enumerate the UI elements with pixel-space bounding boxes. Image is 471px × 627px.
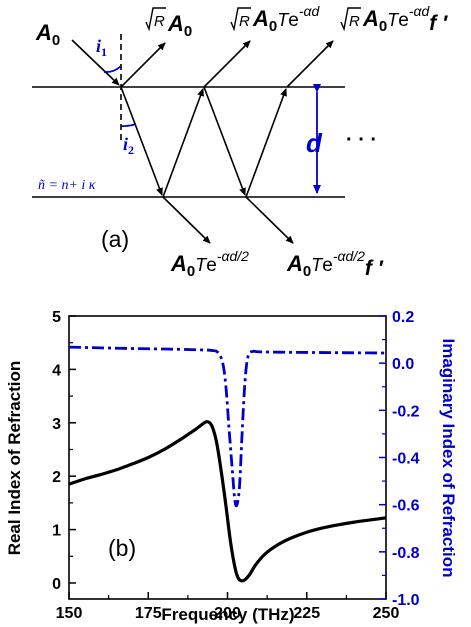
top-exit-ray-1 (203, 40, 251, 88)
y-right-tick-label: 0.0 (392, 356, 414, 373)
angle-arc-i1 (103, 65, 122, 73)
svg-text:A0Te-αdf ′: A0Te-αdf ′ (362, 3, 448, 35)
label-thickness: d (306, 128, 323, 158)
x-tick-label: 225 (293, 605, 320, 622)
bottom-exit-ray-2 (245, 196, 294, 244)
label-reflected: R A0 (145, 7, 192, 40)
y-axis-left-label: Real Index of Refraction (5, 361, 24, 556)
svg-text:R: R (239, 13, 250, 30)
label-angle-i2: i2 (123, 134, 134, 157)
label-ellipsis: · · · (346, 129, 377, 151)
y-left-tick-label: 0 (52, 576, 61, 593)
x-tick-label: 150 (56, 605, 83, 622)
internal-ray-2 (162, 88, 204, 198)
internal-ray-4 (245, 88, 287, 198)
series-real-index-line (68, 420, 387, 583)
x-tick-label: 250 (373, 605, 400, 622)
y-axis-left-ticks: 0 1 2 3 4 5 (52, 309, 76, 593)
internal-ray-1 (120, 86, 163, 196)
panel-b-label: (b) (108, 535, 136, 561)
x-axis-ticks: 150 175 200 225 250 (56, 592, 400, 622)
y-right-tick-label: -0.2 (392, 403, 420, 420)
series-layer (68, 345, 387, 583)
label-incident: A0 (35, 20, 60, 49)
svg-text:A0: A0 (167, 11, 192, 40)
panel-a-diagram: A0 i1 i2 R A0 R A0Te-αd R A0Te-αdf ′ A0T… (32, 3, 448, 280)
y-left-tick-label: 2 (52, 469, 61, 486)
y-left-tick-label: 3 (52, 416, 61, 433)
panel-a-label: (a) (101, 226, 129, 252)
label-top-exit-2: R A0Te-αdf ′ (340, 3, 448, 35)
bottom-exit-ray-1 (162, 196, 211, 244)
label-top-exit-1: R A0Te-αd (230, 3, 320, 35)
y-axis-right-ticks: 0.2 0.0 -0.2 -0.4 -0.6 -0.8 -1.0 (379, 309, 420, 609)
x-axis-label: Frequency (THz) (161, 605, 294, 624)
top-exit-ray-2 (286, 40, 334, 88)
y-right-tick-label: 0.2 (392, 309, 414, 326)
label-angle-i1: i1 (96, 36, 107, 59)
y-left-tick-label: 5 (52, 309, 61, 326)
x-tick-label: 200 (214, 605, 241, 622)
y-right-tick-label: -0.6 (392, 498, 420, 515)
panel-b-chart: 150 175 200 225 250 0 1 2 3 4 5 0.2 0.0 -0.2 -0.4 -0.… (5, 309, 458, 624)
y-right-tick-label: -0.8 (392, 545, 420, 562)
y-right-tick-label: -1.0 (392, 592, 420, 609)
svg-text:R: R (154, 13, 165, 30)
y-right-tick-label: -0.4 (392, 451, 420, 468)
svg-text:R: R (349, 13, 360, 30)
reflected-ray (120, 42, 166, 88)
label-index-formula: ñ = n+ i κ (38, 178, 96, 193)
series-imaginary-index-line (68, 345, 387, 508)
label-bottom-exit-2: A0Te-αd/2f ′ (286, 248, 384, 280)
x-tick-label: 175 (135, 605, 162, 622)
y-left-tick-label: 1 (52, 523, 61, 540)
y-axis-right-label: Imaginary Index of Refraction (439, 339, 458, 578)
internal-ray-3 (203, 86, 246, 196)
incident-ray (71, 39, 120, 86)
y-left-tick-label: 4 (52, 362, 61, 379)
angle-arc-i2 (120, 123, 137, 127)
label-bottom-exit-1: A0Te-αd/2 (170, 248, 249, 280)
svg-text:A0Te-αd: A0Te-αd (252, 3, 320, 35)
